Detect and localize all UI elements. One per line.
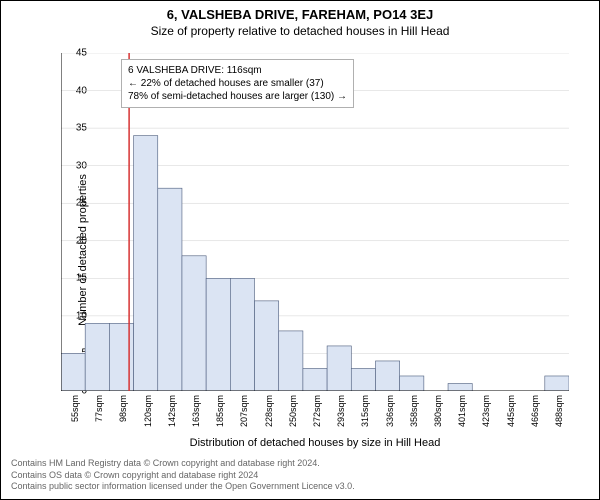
- chart-subtitle: Size of property relative to detached ho…: [1, 22, 599, 38]
- x-axis-label: Distribution of detached houses by size …: [61, 437, 569, 449]
- plot-area: 6 VALSHEBA DRIVE: 116sqm ← 22% of detach…: [61, 53, 569, 391]
- x-tick: 228sqm: [264, 395, 274, 427]
- x-tick: 55sqm: [70, 395, 80, 422]
- x-tick: 488sqm: [554, 395, 564, 427]
- x-tick: 207sqm: [239, 395, 249, 427]
- x-tick: 445sqm: [506, 395, 516, 427]
- x-tick: 163sqm: [191, 395, 201, 427]
- x-tick: 358sqm: [409, 395, 419, 427]
- callout-line-2: ← 22% of detached houses are smaller (37…: [128, 77, 347, 90]
- property-callout: 6 VALSHEBA DRIVE: 116sqm ← 22% of detach…: [121, 59, 354, 108]
- footer-credits: Contains HM Land Registry data © Crown c…: [11, 458, 589, 493]
- x-tick: 401sqm: [457, 395, 467, 427]
- footer-line-3: Contains public sector information licen…: [11, 481, 589, 493]
- x-tick: 98sqm: [118, 395, 128, 422]
- x-tick: 466sqm: [530, 395, 540, 427]
- chart-title: 6, VALSHEBA DRIVE, FAREHAM, PO14 3EJ: [1, 1, 599, 22]
- x-tick: 120sqm: [143, 395, 153, 427]
- x-tick: 293sqm: [336, 395, 346, 427]
- callout-line-1: 6 VALSHEBA DRIVE: 116sqm: [128, 64, 347, 77]
- callout-line-3: 78% of semi-detached houses are larger (…: [128, 90, 347, 103]
- x-tick: 336sqm: [385, 395, 395, 427]
- x-tick: 77sqm: [94, 395, 104, 422]
- x-tick: 380sqm: [433, 395, 443, 427]
- x-tick: 142sqm: [167, 395, 177, 427]
- x-tick: 272sqm: [312, 395, 322, 427]
- footer-line-1: Contains HM Land Registry data © Crown c…: [11, 458, 589, 470]
- x-tick: 423sqm: [481, 395, 491, 427]
- x-tick: 315sqm: [360, 395, 370, 427]
- chart-frame: 6, VALSHEBA DRIVE, FAREHAM, PO14 3EJ Siz…: [0, 0, 600, 500]
- x-tick: 250sqm: [288, 395, 298, 427]
- footer-line-2: Contains OS data © Crown copyright and d…: [11, 470, 589, 482]
- x-tick: 185sqm: [215, 395, 225, 427]
